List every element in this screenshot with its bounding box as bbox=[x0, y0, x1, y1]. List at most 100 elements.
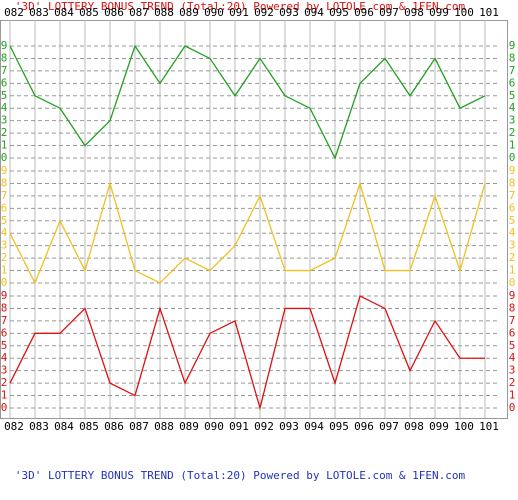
x-tick-label: 086 bbox=[104, 6, 124, 19]
x-tick-label: 100 bbox=[454, 6, 474, 19]
x-tick-label: 094 bbox=[304, 6, 324, 19]
x-tick-label: 084 bbox=[54, 420, 74, 433]
x-tick-label: 101 bbox=[479, 420, 499, 433]
y-tick-label: 6 bbox=[1, 201, 8, 214]
x-tick-label: 082 bbox=[4, 6, 24, 19]
y-tick-label: 4 bbox=[509, 226, 516, 239]
x-tick-label: 093 bbox=[279, 6, 299, 19]
x-tick-label: 097 bbox=[379, 420, 399, 433]
x-tick-label: 085 bbox=[79, 420, 99, 433]
y-tick-label: 9 bbox=[509, 164, 516, 177]
y-tick-label: 2 bbox=[1, 376, 8, 389]
y-tick-label: 7 bbox=[509, 64, 516, 77]
y-tick-label: 3 bbox=[509, 114, 516, 127]
y-tick-label: 4 bbox=[1, 101, 8, 114]
x-tick-label: 082 bbox=[4, 420, 24, 433]
y-tick-label: 9 bbox=[1, 39, 8, 52]
x-tick-label: 093 bbox=[279, 420, 299, 433]
x-tick-label: 087 bbox=[129, 420, 149, 433]
y-tick-label: 0 bbox=[509, 401, 516, 414]
y-tick-label: 7 bbox=[509, 314, 516, 327]
y-tick-label: 2 bbox=[509, 251, 516, 264]
x-tick-label: 085 bbox=[79, 6, 99, 19]
chart-footer-title: '3D' LOTTERY BONUS TREND (Total:20) Powe… bbox=[15, 469, 466, 482]
y-tick-label: 1 bbox=[509, 139, 516, 152]
y-tick-label: 7 bbox=[509, 189, 516, 202]
trend-line bbox=[9, 181, 486, 285]
x-tick-label: 083 bbox=[29, 420, 49, 433]
x-tick-label: 095 bbox=[329, 6, 349, 19]
y-tick-label: 6 bbox=[1, 76, 8, 89]
x-tick-label: 095 bbox=[329, 420, 349, 433]
x-tick-label: 092 bbox=[254, 6, 274, 19]
y-tick-label: 6 bbox=[509, 76, 516, 89]
y-tick-label: 2 bbox=[509, 126, 516, 139]
x-tick-label: 092 bbox=[254, 420, 274, 433]
y-tick-label: 8 bbox=[1, 51, 8, 64]
y-tick-label: 1 bbox=[1, 139, 8, 152]
y-tick-label: 4 bbox=[1, 351, 8, 364]
y-tick-label: 6 bbox=[1, 326, 8, 339]
y-tick-label: 2 bbox=[509, 376, 516, 389]
x-tick-label: 094 bbox=[304, 420, 324, 433]
y-tick-label: 0 bbox=[1, 401, 8, 414]
x-tick-label: 090 bbox=[204, 6, 224, 19]
y-tick-label: 4 bbox=[509, 101, 516, 114]
y-tick-label: 2 bbox=[1, 126, 8, 139]
y-tick-label: 3 bbox=[1, 364, 8, 377]
y-tick-label: 9 bbox=[509, 39, 516, 52]
y-tick-label: 9 bbox=[1, 164, 8, 177]
x-tick-label: 101 bbox=[479, 6, 499, 19]
x-tick-label: 100 bbox=[454, 420, 474, 433]
y-tick-label: 5 bbox=[509, 89, 516, 102]
y-tick-label: 4 bbox=[1, 226, 8, 239]
y-tick-label: 0 bbox=[1, 276, 8, 289]
y-tick-label: 4 bbox=[509, 351, 516, 364]
x-tick-label: 091 bbox=[229, 420, 249, 433]
x-tick-label: 089 bbox=[179, 420, 199, 433]
trend-line bbox=[9, 44, 486, 160]
plot-frame bbox=[0, 20, 508, 419]
y-tick-label: 0 bbox=[509, 151, 516, 164]
y-tick-label: 1 bbox=[1, 264, 8, 277]
x-tick-label: 098 bbox=[404, 420, 424, 433]
y-tick-label: 8 bbox=[509, 176, 516, 189]
x-tick-label: 098 bbox=[404, 6, 424, 19]
x-tick-label: 090 bbox=[204, 420, 224, 433]
x-tick-label: 099 bbox=[429, 420, 449, 433]
y-tick-label: 3 bbox=[509, 364, 516, 377]
x-tick-label: 088 bbox=[154, 420, 174, 433]
y-tick-label: 2 bbox=[1, 251, 8, 264]
y-tick-label: 8 bbox=[1, 301, 8, 314]
y-tick-label: 3 bbox=[1, 239, 8, 252]
y-tick-label: 5 bbox=[1, 339, 8, 352]
x-tick-label: 083 bbox=[29, 6, 49, 19]
y-tick-label: 3 bbox=[1, 114, 8, 127]
y-tick-label: 8 bbox=[1, 176, 8, 189]
y-tick-label: 5 bbox=[1, 214, 8, 227]
y-tick-label: 1 bbox=[509, 264, 516, 277]
trend-line bbox=[9, 295, 485, 411]
x-tick-label: 099 bbox=[429, 6, 449, 19]
x-tick-label: 087 bbox=[129, 6, 149, 19]
y-tick-label: 5 bbox=[1, 89, 8, 102]
x-tick-label: 096 bbox=[354, 420, 374, 433]
y-tick-label: 5 bbox=[509, 339, 516, 352]
x-tick-label: 089 bbox=[179, 6, 199, 19]
y-tick-label: 6 bbox=[509, 326, 516, 339]
x-tick-label: 096 bbox=[354, 6, 374, 19]
y-tick-label: 7 bbox=[1, 314, 8, 327]
y-tick-label: 8 bbox=[509, 51, 516, 64]
y-tick-label: 1 bbox=[509, 389, 516, 402]
y-tick-label: 0 bbox=[509, 276, 516, 289]
chart-title: '3D' LOTTERY BONUS TREND (Total:20) Powe… bbox=[15, 0, 466, 13]
y-tick-label: 5 bbox=[509, 214, 516, 227]
y-tick-label: 0 bbox=[1, 151, 8, 164]
x-tick-label: 091 bbox=[229, 6, 249, 19]
y-tick-label: 9 bbox=[509, 289, 516, 302]
y-tick-label: 1 bbox=[1, 389, 8, 402]
x-tick-label: 084 bbox=[54, 6, 74, 19]
y-tick-label: 9 bbox=[1, 289, 8, 302]
y-tick-label: 8 bbox=[509, 301, 516, 314]
